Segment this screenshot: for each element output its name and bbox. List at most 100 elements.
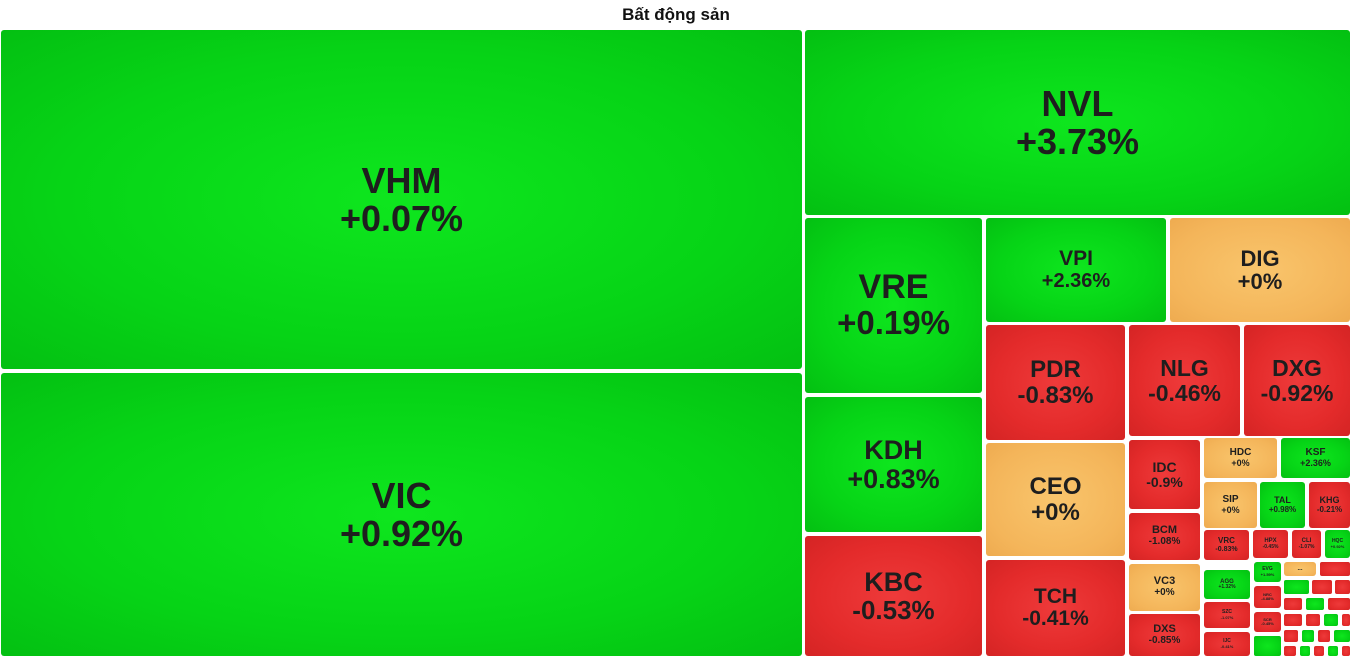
tile-change: -0.45% [1262,543,1279,550]
tile-ticker: VC3 [1153,575,1176,588]
tile-small[interactable] [1284,646,1296,656]
tile-small[interactable] [1284,614,1302,626]
tile-cli[interactable]: CLI -1.07% [1292,530,1321,558]
tile-ksf[interactable]: KSF +2.36% [1281,438,1350,478]
tile-small[interactable] [1342,646,1350,656]
tile-change: -0.21% [1316,504,1343,514]
tile-ticker: DXS [1153,622,1176,635]
tile-evg[interactable]: EVG +1.59% [1254,562,1281,582]
tile-ticker: VRC [1218,536,1235,546]
tile-ticker: SCR [1263,616,1272,622]
tile-bcm[interactable]: BCM -1.08% [1129,513,1200,560]
tile-change: +0.83% [847,463,940,494]
tile-small[interactable] [1306,598,1324,610]
tile-small[interactable] [1284,598,1302,610]
tile-agg[interactable]: AGG +1.32% [1204,570,1250,599]
tile-vic[interactable]: VIC +0.92% [1,373,802,656]
tile-ticker: KSF [1305,447,1326,459]
tile-ticker: AGG [1220,578,1234,585]
tile-vhm[interactable]: VHM +0.07% [1,30,802,369]
tile-change: -1.07% [1220,614,1234,620]
tile-hpx[interactable]: HPX -0.45% [1253,530,1288,558]
tile-small[interactable] [1314,646,1324,656]
tile-small[interactable] [1335,580,1350,594]
tile-change: -0.9% [1146,473,1183,490]
tile-ticker: PDR [1030,356,1081,384]
tile-tch[interactable]: TCH -0.41% [986,560,1125,656]
tile-vre[interactable]: VRE +0.19% [805,218,982,393]
tile-small[interactable] [1300,646,1310,656]
tile-ticker: SIP [1222,494,1239,506]
tile-ticker: ... [1297,565,1303,572]
tile-ticker: TAL [1274,495,1291,506]
tile-small[interactable] [1328,646,1338,656]
tile-small[interactable] [1324,614,1338,626]
tile-small[interactable] [1342,614,1350,626]
tile-ticker: SZC [1222,609,1232,616]
tile-small[interactable] [1320,562,1350,576]
tile-tal[interactable]: TAL +0.98% [1260,482,1305,528]
tile-ceo[interactable]: CEO +0% [986,443,1125,556]
tile-dig[interactable]: DIG +0% [1170,218,1350,322]
tile-ijc[interactable]: IJC -0.41% [1204,632,1250,656]
tile-change: +0% [1237,269,1283,294]
tile-sip[interactable]: SIP +0% [1204,482,1257,528]
tile-dxg[interactable]: DXG -0.92% [1244,325,1350,436]
tile-change: -0.83% [1215,545,1238,553]
tile-hqc[interactable]: HQC +0.92% [1325,530,1350,558]
tile-ticker: DXG [1272,355,1322,382]
tile-change: -1.08% [1148,536,1181,548]
tile-idc[interactable]: IDC -0.9% [1129,440,1200,509]
tile-small[interactable] [1328,598,1350,610]
tile-change: +2.36% [1041,269,1111,292]
tile-change: +2.36% [1300,457,1331,468]
tile-change: +0% [1231,457,1250,468]
tile-ticker: NVL [1041,82,1114,124]
tile-change: -0.45% [1261,621,1274,626]
tile-small[interactable] [1334,630,1350,642]
tile-change: -0.85% [1148,634,1181,646]
tile-vpi[interactable]: VPI +2.36% [986,218,1166,322]
tile-change: +0.07% [339,197,464,239]
tile-small[interactable] [1312,580,1332,594]
tile-nrc[interactable]: NRC -4.88% [1254,586,1281,608]
tile-small[interactable] [1318,630,1330,642]
tile-vrc[interactable]: VRC -0.83% [1204,530,1249,560]
tile-change: -1.07% [1298,543,1315,550]
tile-ticker: KHG [1319,495,1340,506]
tile-ticker: IDC [1152,458,1177,475]
tile-small[interactable] [1254,636,1281,656]
tile-hdc[interactable]: HDC +0% [1204,438,1277,478]
tile-nlg[interactable]: NLG -0.46% [1129,325,1240,436]
tile-pdr[interactable]: PDR -0.83% [986,325,1125,440]
tile-change: -0.46% [1148,379,1221,406]
tile-change: -4.88% [1261,596,1274,601]
tile-change: +3.73% [1015,120,1140,162]
tile-scr[interactable]: SCR -0.45% [1254,612,1281,632]
tile-small[interactable] [1284,580,1309,594]
tile-ticker: TCH [1033,584,1078,608]
tile-ticker: VHM [361,159,442,201]
tile-change: +1.59% [1260,571,1275,577]
tile-ticker: HPX [1264,538,1277,545]
tile-ticker: KDH [864,435,923,466]
tile-small[interactable] [1284,630,1298,642]
tile-szc[interactable]: SZC -1.07% [1204,602,1250,628]
tile-more[interactable]: ... [1284,562,1316,576]
tile-small[interactable] [1302,630,1314,642]
tile-change: -0.41% [1022,607,1089,630]
tile-change: +1.32% [1218,584,1236,591]
tile-change: +0.92% [339,512,464,554]
tile-ticker: VPI [1059,247,1093,271]
tile-ticker: DIG [1240,245,1280,271]
tile-nvl[interactable]: NVL +3.73% [805,30,1350,215]
tile-ticker: BCM [1151,524,1178,537]
tile-change: +0% [1154,587,1175,599]
tile-kdh[interactable]: KDH +0.83% [805,397,982,532]
tile-ticker: HQC [1331,538,1344,545]
tile-dxs[interactable]: DXS -0.85% [1129,614,1200,656]
tile-khg[interactable]: KHG -0.21% [1309,482,1350,528]
tile-kbc[interactable]: KBC -0.53% [805,536,982,656]
tile-small[interactable] [1306,614,1320,626]
tile-vc3[interactable]: VC3 +0% [1129,564,1200,611]
